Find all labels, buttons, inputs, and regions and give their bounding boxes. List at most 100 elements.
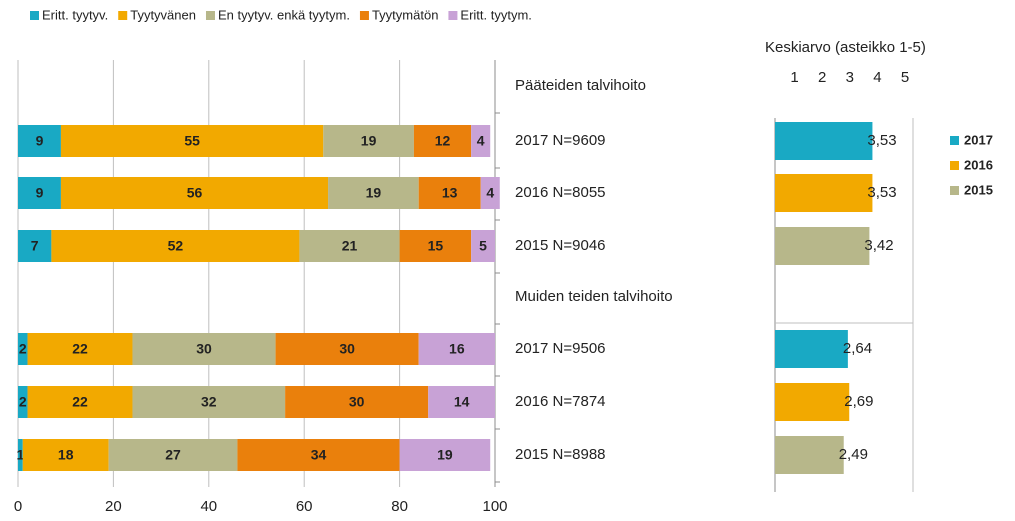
- legend-label: 2017: [964, 132, 993, 147]
- bar-segment: [471, 125, 491, 157]
- data-label: 15: [428, 238, 444, 254]
- legend-label: Eritt. tyytym.: [460, 7, 532, 22]
- bar-segment: [51, 230, 300, 262]
- data-label: 9: [36, 133, 44, 149]
- data-label: 2: [19, 341, 27, 357]
- x-tick-label: 80: [391, 498, 408, 515]
- data-label: 55: [184, 133, 200, 149]
- bar-segment: [275, 333, 419, 365]
- bar-segment: [471, 230, 495, 262]
- category-label: 2017 N=9506: [515, 340, 606, 357]
- data-label: 9: [36, 185, 44, 201]
- bar-segment: [27, 386, 133, 418]
- bar-segment: [18, 386, 28, 418]
- data-label: 3,53: [867, 132, 896, 149]
- data-label: 32: [201, 394, 217, 410]
- data-label: 3,42: [864, 237, 893, 254]
- data-label: 52: [168, 238, 184, 254]
- data-label: 19: [366, 185, 382, 201]
- bar-segment: [18, 439, 23, 471]
- bar: [775, 436, 844, 474]
- data-label: 56: [187, 185, 203, 201]
- data-label: 12: [435, 133, 451, 149]
- legend-swatch: [359, 11, 369, 20]
- data-label: 13: [442, 185, 458, 201]
- x-tick-label: 4: [873, 69, 881, 86]
- legend-label: 2015: [964, 182, 993, 197]
- data-label: 22: [72, 394, 88, 410]
- bar-segment: [328, 177, 419, 209]
- legend-label: En tyytyv. enkä tyytym.: [218, 7, 350, 22]
- x-tick-label: 5: [901, 69, 909, 86]
- data-label: 4: [486, 185, 494, 201]
- category-label: 2015 N=8988: [515, 446, 606, 463]
- bar: [775, 330, 848, 368]
- category-label: 2015 N=9046: [515, 237, 606, 254]
- bar-segment: [18, 177, 61, 209]
- legend-swatch: [118, 11, 128, 20]
- bar-segment: [428, 386, 495, 418]
- bar-segment: [399, 439, 491, 471]
- x-tick-label: 40: [200, 498, 217, 515]
- data-label: 19: [361, 133, 377, 149]
- x-tick-label: 0: [14, 498, 22, 515]
- x-tick-label: 100: [482, 498, 507, 515]
- x-tick-label: 3: [846, 69, 854, 86]
- bar-segment: [285, 386, 429, 418]
- category-label: 2017 N=9609: [515, 132, 606, 149]
- bar-segment: [27, 333, 133, 365]
- bar-segment: [413, 125, 472, 157]
- category-label: Muiden teiden talvihoito: [515, 288, 673, 305]
- legend-swatch: [30, 11, 39, 20]
- data-label: 1: [16, 447, 24, 463]
- data-label: 30: [349, 394, 365, 410]
- bar-segment: [60, 177, 329, 209]
- data-label: 22: [72, 341, 88, 357]
- data-label: 16: [449, 341, 465, 357]
- data-label: 2,49: [839, 446, 868, 463]
- legend-swatch: [950, 136, 959, 145]
- data-label: 7: [31, 238, 39, 254]
- bar-segment: [18, 125, 61, 157]
- bar: [775, 122, 873, 160]
- bar-segment: [132, 386, 286, 418]
- x-tick-label: 1: [790, 69, 798, 86]
- data-label: 34: [311, 447, 327, 463]
- data-label: 3,53: [867, 184, 896, 201]
- x-tick-label: 2: [818, 69, 826, 86]
- data-label: 14: [454, 394, 470, 410]
- data-label: 30: [339, 341, 355, 357]
- category-label: 2016 N=7874: [515, 393, 606, 410]
- bar-segment: [323, 125, 414, 157]
- bar-segment: [299, 230, 400, 262]
- data-label: 5: [479, 238, 487, 254]
- data-label: 30: [196, 341, 212, 357]
- bar-segment: [418, 177, 481, 209]
- category-label: 2016 N=8055: [515, 184, 606, 201]
- legend-label: 2016: [964, 157, 993, 172]
- bar: [775, 174, 873, 212]
- category-label: Pääteiden talvihoito: [515, 77, 646, 94]
- bar: [775, 383, 850, 421]
- data-label: 19: [437, 447, 453, 463]
- x-tick-label: 20: [105, 498, 122, 515]
- legend-swatch: [950, 161, 959, 170]
- chart-title: Keskiarvo (asteikko 1-5): [765, 39, 926, 56]
- bar-segment: [237, 439, 400, 471]
- bar-segment: [399, 230, 472, 262]
- legend-swatch: [448, 11, 458, 20]
- data-label: 27: [165, 447, 181, 463]
- data-label: 21: [342, 238, 358, 254]
- legend-swatch: [205, 11, 215, 20]
- bar-segment: [480, 177, 500, 209]
- bar-segment: [108, 439, 238, 471]
- bar-segment: [418, 333, 495, 365]
- data-label: 2,64: [843, 340, 872, 357]
- legend-swatch: [950, 186, 959, 195]
- data-label: 18: [58, 447, 74, 463]
- legend-label: Eritt. tyytyv.: [42, 7, 108, 22]
- data-label: 2,69: [844, 393, 873, 410]
- bar-segment: [18, 230, 52, 262]
- bar-segment: [22, 439, 109, 471]
